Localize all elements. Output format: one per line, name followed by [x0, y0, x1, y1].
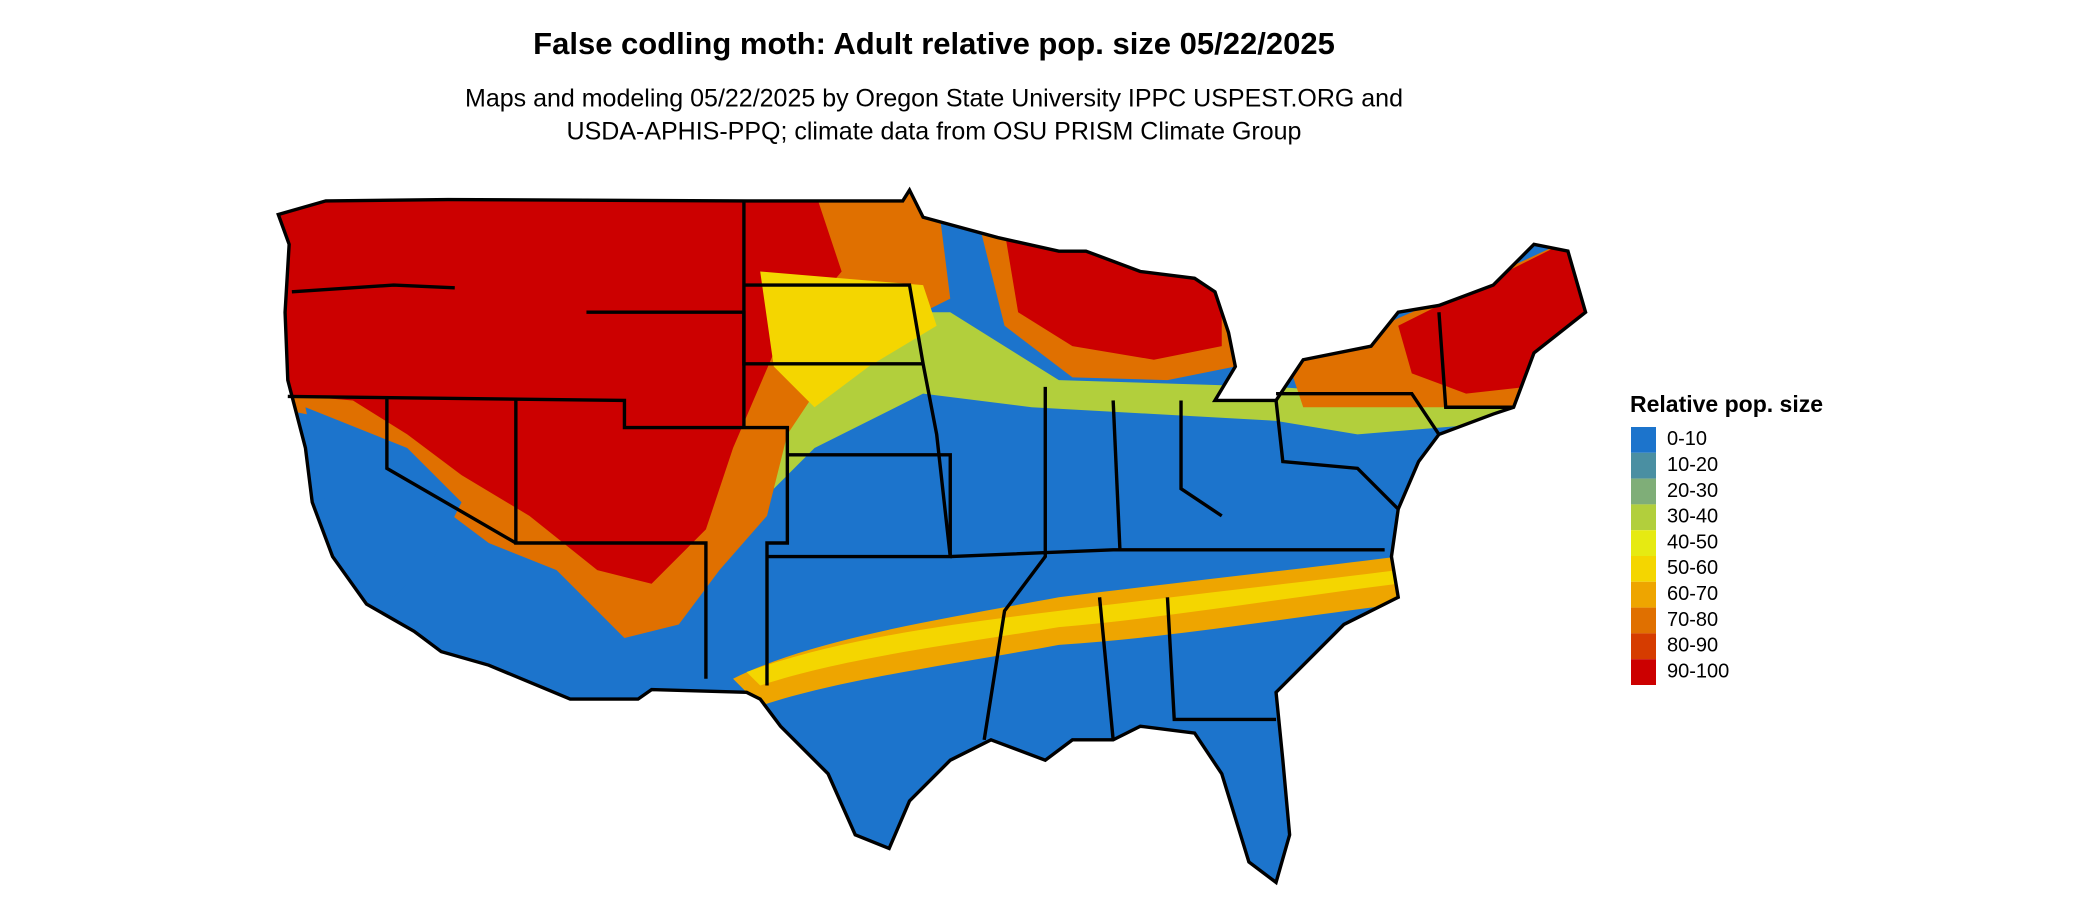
map-region — [746, 570, 1399, 686]
map-region — [305, 407, 462, 598]
map-region — [278, 190, 842, 584]
legend-swatch — [1631, 581, 1656, 608]
legend-label: 80-90 — [1667, 635, 1718, 657]
legend: 0-10 10-20 20-30 30-40 40-50 50-60 60-70 70-80 8… — [1631, 427, 1729, 685]
legend-label: 20-30 — [1667, 480, 1718, 502]
legend-swatch — [1631, 659, 1656, 685]
state-borders — [276, 186, 1588, 886]
legend-label: 50-60 — [1667, 557, 1718, 579]
map-region — [760, 271, 937, 408]
legend-swatch — [1631, 504, 1656, 531]
legend-label: 90-100 — [1667, 660, 1729, 682]
subtitle: Maps and modeling 05/22/2025 by Oregon S… — [465, 85, 1403, 113]
legend-label: 70-80 — [1667, 609, 1718, 631]
legend-swatch — [1631, 478, 1656, 505]
legend-label: 30-40 — [1667, 506, 1718, 528]
legend-swatch — [1631, 452, 1656, 479]
legend-swatch — [1631, 427, 1656, 453]
legend-swatch — [1631, 633, 1656, 660]
us-map — [276, 186, 1588, 886]
legend-title: Relative pop. size — [1630, 391, 1823, 417]
legend-swatch — [1631, 530, 1656, 556]
legend-label: 60-70 — [1667, 583, 1718, 605]
title: False codling moth: Adult relative pop. … — [533, 26, 1335, 61]
legend-label: 0-10 — [1667, 428, 1707, 450]
legend-label: 40-50 — [1667, 531, 1718, 553]
legend-swatch — [1631, 556, 1656, 582]
map-region — [733, 312, 1521, 489]
legend-label: 10-20 — [1667, 454, 1718, 476]
map-region — [1398, 230, 1586, 394]
subtitle: USDA-APHIS-PPQ; climate data from OSU PR… — [567, 118, 1302, 146]
legend-swatch — [1631, 607, 1656, 634]
